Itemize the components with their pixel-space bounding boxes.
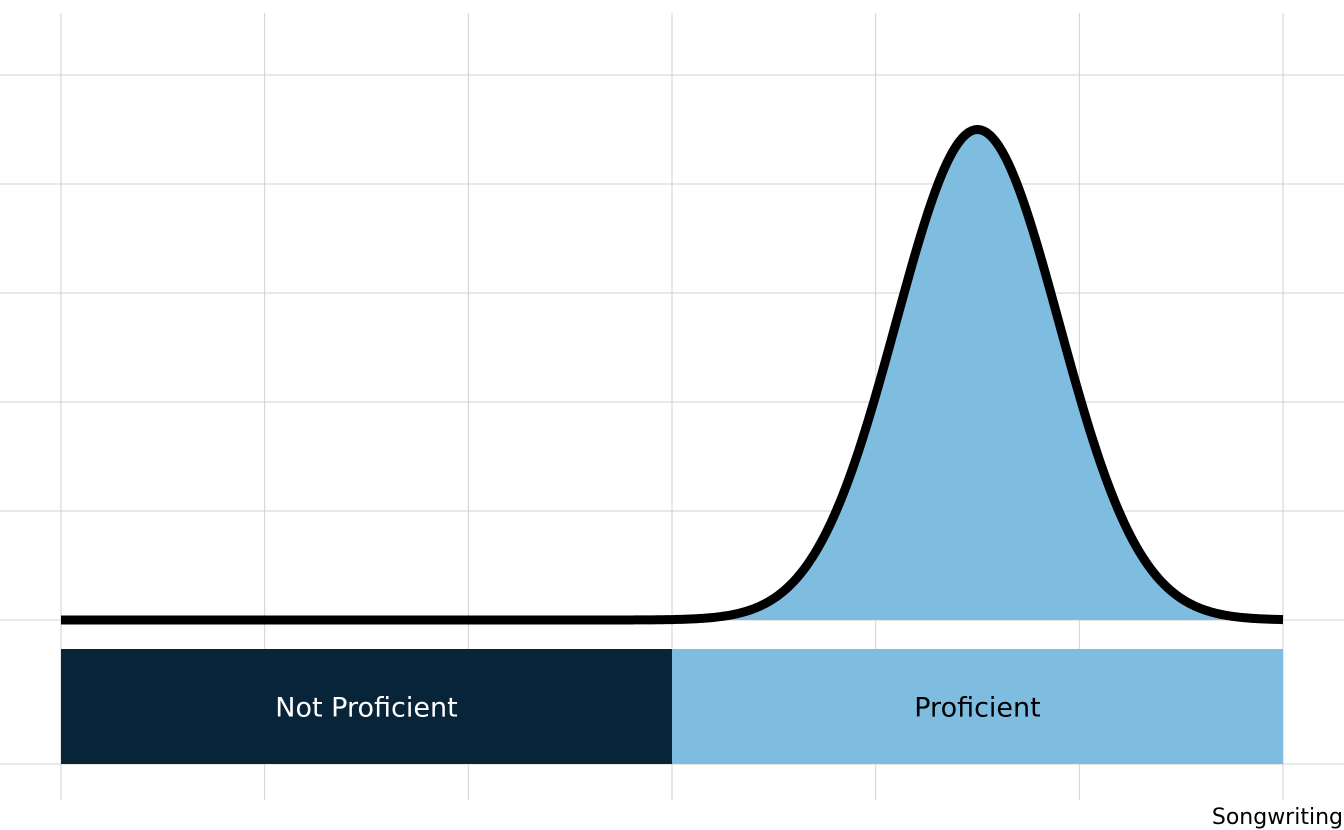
band-label-proficient: Proficient (914, 693, 1041, 724)
density-curve-group (59, 125, 1285, 625)
band-proficient (672, 649, 1283, 764)
x-axis-label: Songwriting (1212, 805, 1343, 830)
band-not-proficient (61, 649, 672, 764)
proficient-shaded-area (672, 129, 1283, 620)
proficiency-bands: Not Proficient Proficient (61, 649, 1283, 764)
band-label-not-proficient: Not Proficient (275, 693, 457, 724)
density-curve-line (59, 125, 1285, 625)
